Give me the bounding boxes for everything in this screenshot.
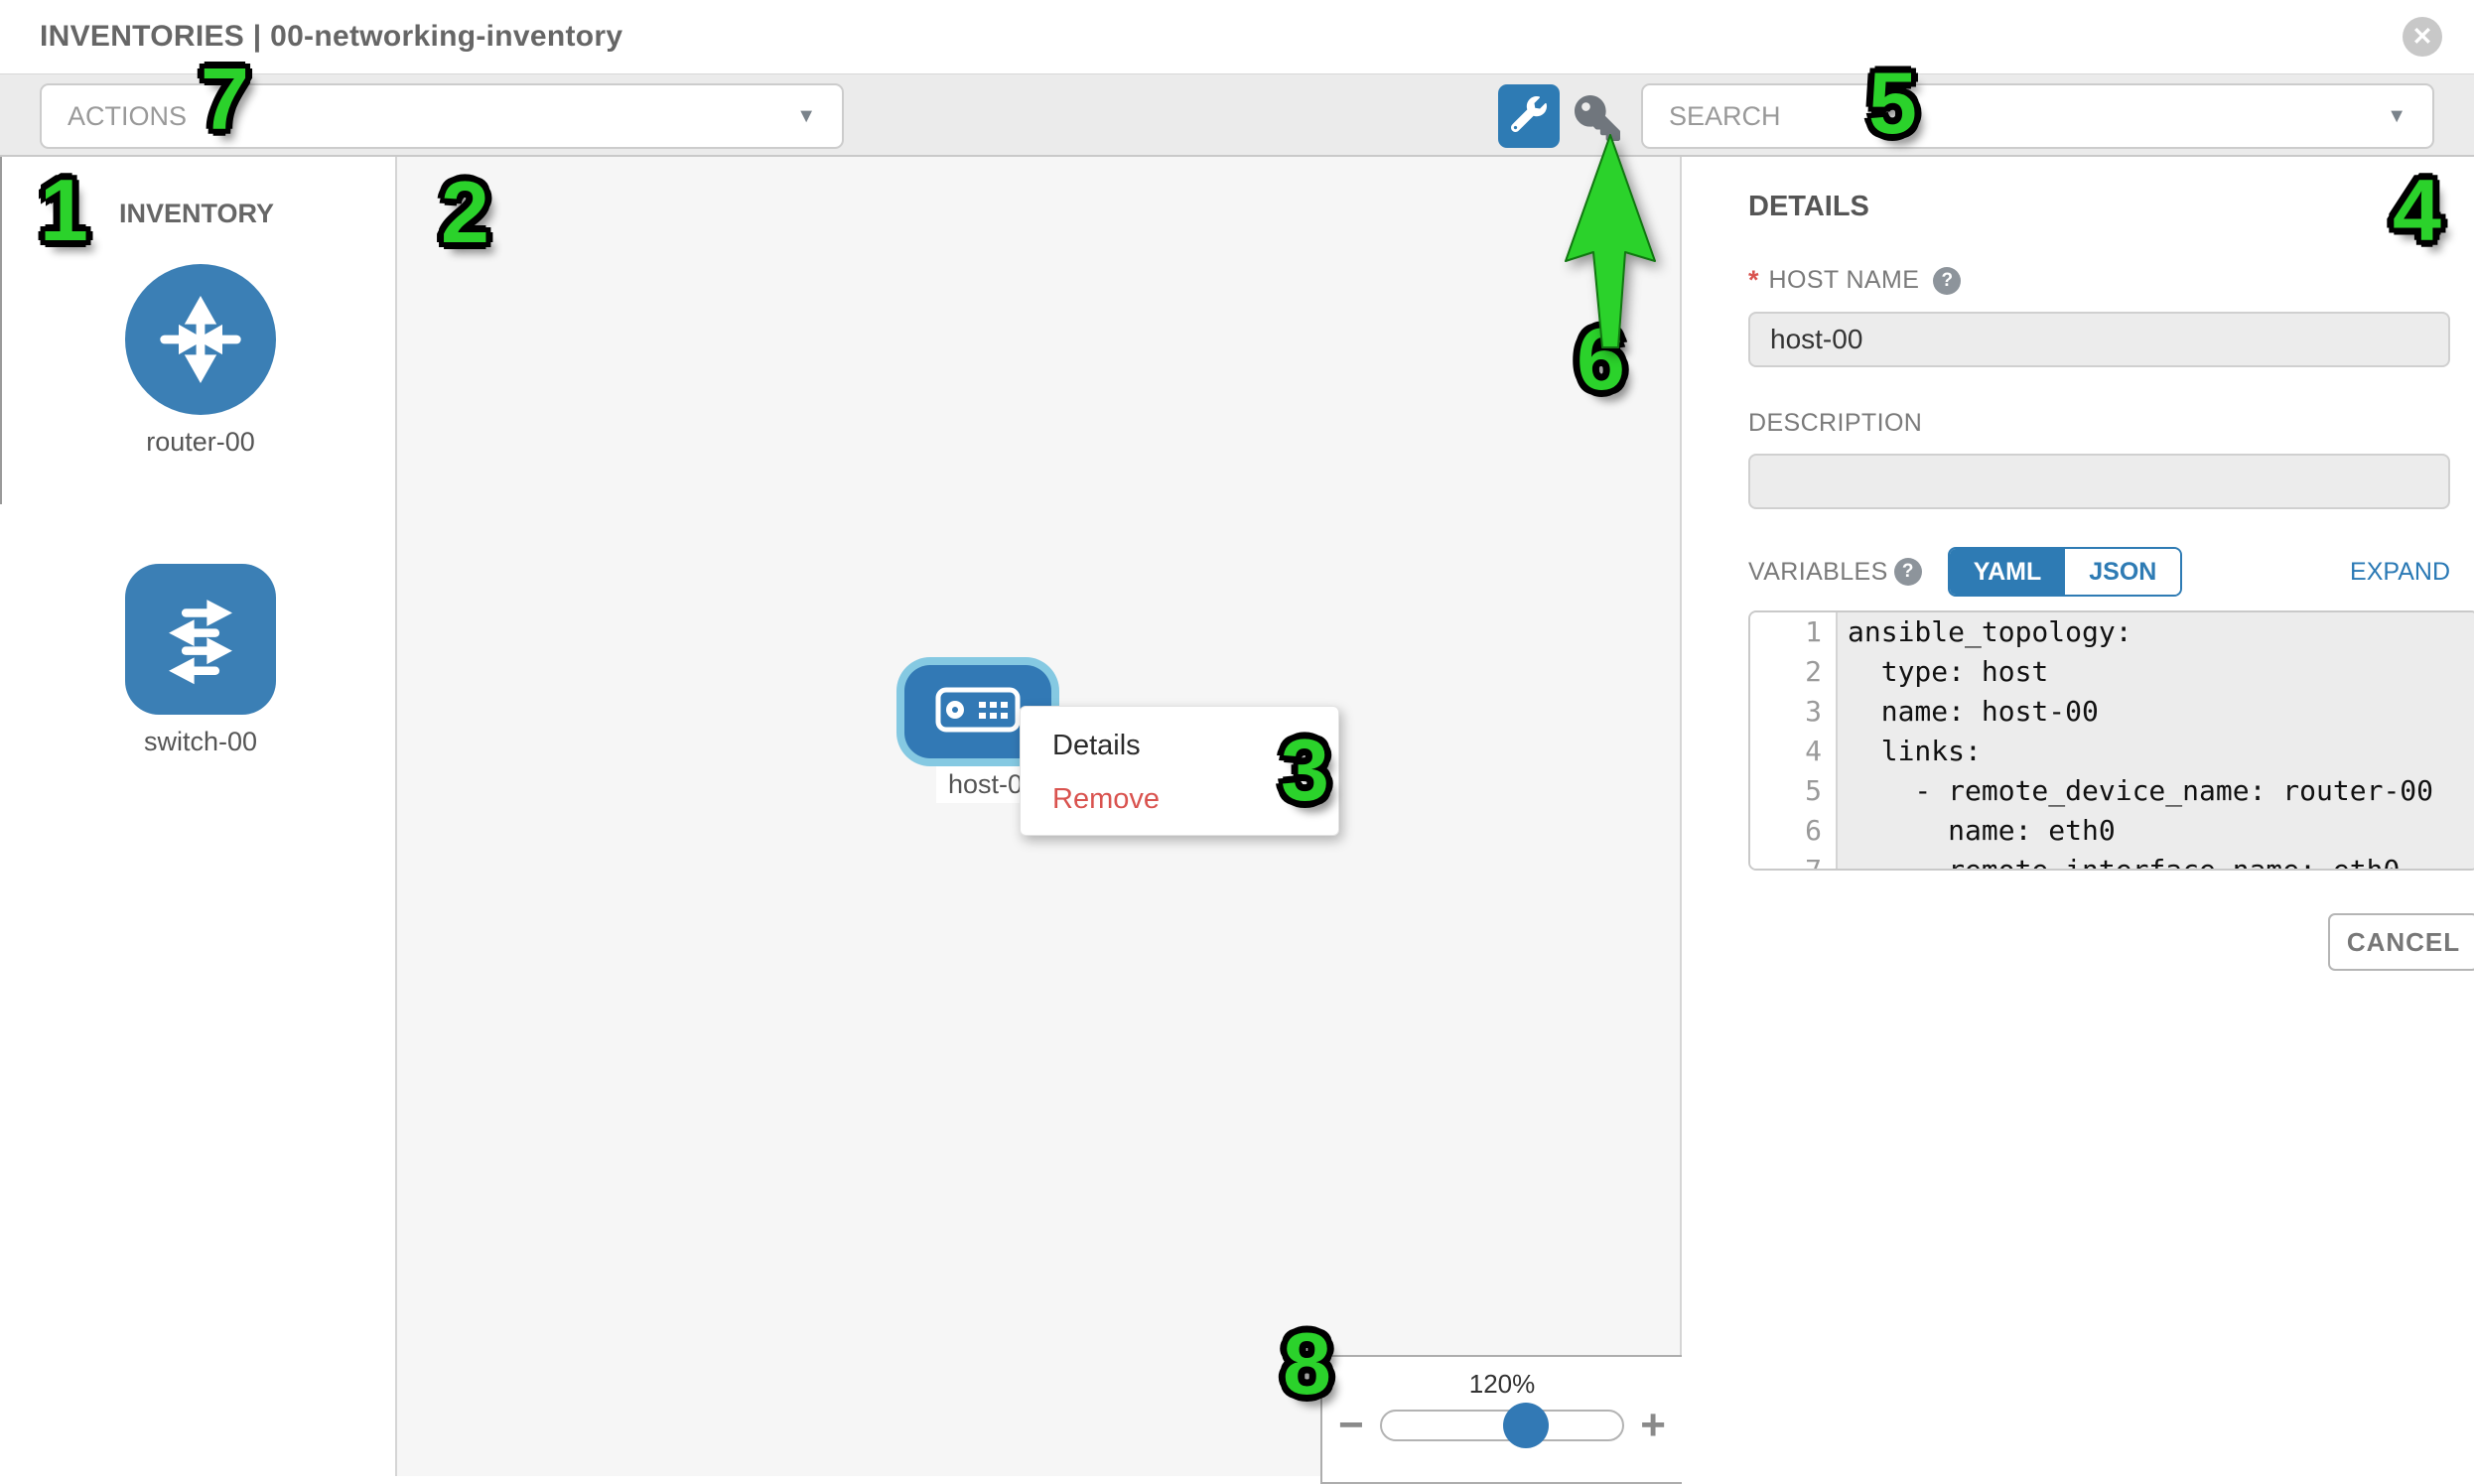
context-menu-item-remove[interactable]: Remove bbox=[1052, 782, 1160, 815]
palette-item-label: switch-00 bbox=[143, 727, 258, 756]
editor-line: 6 name: eth0 bbox=[1750, 811, 2474, 851]
zoom-slider-track[interactable] bbox=[1379, 1403, 1625, 1448]
host-name-label: HOST NAME bbox=[1768, 266, 1920, 294]
router-icon bbox=[125, 264, 276, 415]
zoom-slider-thumb[interactable] bbox=[1503, 1403, 1550, 1448]
editor-line: 7 remote_interface_name: eth0 bbox=[1750, 851, 2474, 869]
variables-format-toggle: YAML JSON bbox=[1947, 547, 2183, 597]
chevron-down-icon: ▼ bbox=[2387, 104, 2406, 127]
zoom-level-value: 120% bbox=[1468, 1369, 1536, 1399]
zoom-out-button[interactable]: − bbox=[1338, 1401, 1364, 1449]
editor-line: 1 ansible_topology: bbox=[1750, 612, 2474, 652]
switch-icon bbox=[125, 564, 276, 715]
details-panel-title: DETAILS bbox=[1748, 191, 1869, 222]
tab-yaml[interactable]: YAML bbox=[1949, 549, 2066, 595]
editor-line: 5 - remote_device_name: router-00 bbox=[1750, 771, 2474, 811]
cancel-button[interactable]: CANCEL bbox=[2328, 913, 2474, 971]
expand-link[interactable]: EXPAND bbox=[2350, 557, 2450, 586]
description-input[interactable] bbox=[1748, 454, 2450, 509]
inventory-palette-title: INVENTORY bbox=[119, 199, 275, 228]
palette-item-switch[interactable]: switch-00 bbox=[121, 564, 280, 757]
zoom-control: 120% − + bbox=[1320, 1355, 1682, 1484]
chevron-down-icon: ▼ bbox=[796, 104, 816, 127]
editor-line: 3 name: host-00 bbox=[1750, 692, 2474, 732]
variables-editor[interactable]: 1 ansible_topology: 2 type: host 3 name: … bbox=[1748, 610, 2474, 871]
palette-item-label: router-00 bbox=[146, 427, 255, 457]
help-icon[interactable]: ? bbox=[1933, 266, 1962, 295]
details-panel: DETAILS * HOST NAME ? DESCRIPTION VARIAB… bbox=[1682, 157, 2474, 1476]
page-header: INVENTORIES | 00-networking-inventory ✕ bbox=[0, 0, 2474, 73]
palette-item-router[interactable]: router-00 bbox=[121, 264, 280, 458]
actions-dropdown-label: ACTIONS bbox=[68, 100, 188, 131]
close-button[interactable]: ✕ bbox=[2403, 17, 2442, 57]
help-icon[interactable]: ? bbox=[1893, 558, 1922, 586]
topology-canvas[interactable]: host-00 Details Remove 120% − + bbox=[397, 157, 1682, 1484]
host-icon bbox=[935, 687, 1021, 738]
context-menu: Details Remove bbox=[1020, 706, 1339, 836]
search-dropdown[interactable]: SEARCH ▼ bbox=[1641, 83, 2434, 149]
host-name-input[interactable] bbox=[1748, 312, 2450, 367]
content-area: INVENTORY router-00 bbox=[0, 157, 2474, 1484]
wrench-icon bbox=[1510, 95, 1547, 137]
key-credentials-button[interactable] bbox=[1572, 92, 1623, 144]
close-icon: ✕ bbox=[2411, 23, 2433, 51]
required-marker: * bbox=[1748, 265, 1759, 295]
variables-label: VARIABLES bbox=[1748, 557, 1888, 586]
actions-dropdown[interactable]: ACTIONS ▼ bbox=[40, 83, 844, 149]
inventory-palette: INVENTORY router-00 bbox=[0, 157, 397, 1476]
editor-line: 4 links: bbox=[1750, 732, 2474, 771]
page-title: INVENTORIES | 00-networking-inventory bbox=[40, 20, 623, 53]
key-icon bbox=[1575, 95, 1620, 141]
editor-line: 2 type: host bbox=[1750, 652, 2474, 692]
description-label: DESCRIPTION bbox=[1748, 409, 1923, 437]
configure-topology-button[interactable] bbox=[1498, 84, 1560, 148]
toolbar: ACTIONS ▼ SEARCH ▼ bbox=[0, 73, 2474, 157]
context-menu-item-details[interactable]: Details bbox=[1052, 729, 1141, 761]
search-dropdown-label: SEARCH bbox=[1669, 100, 1781, 131]
tab-json[interactable]: JSON bbox=[2065, 549, 2181, 595]
zoom-in-button[interactable]: + bbox=[1640, 1401, 1666, 1449]
